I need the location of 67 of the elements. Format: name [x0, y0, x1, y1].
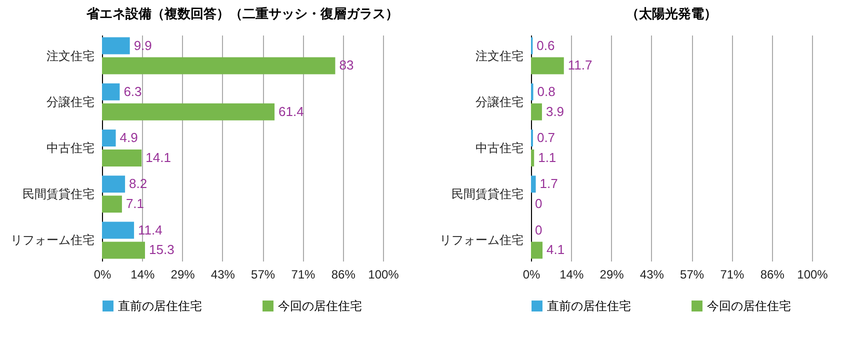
data-label: 83 [339, 58, 354, 73]
data-label: 4.9 [120, 130, 138, 146]
x-tick-label: 0% [94, 268, 112, 282]
legend-label: 今回の居住住宅 [278, 299, 362, 313]
data-label: 1.7 [540, 176, 558, 192]
bar [102, 83, 120, 100]
data-label: 11.7 [568, 58, 592, 73]
bar [102, 176, 126, 193]
legend-label: 直前の居住住宅 [547, 299, 631, 313]
x-tick-label: 100% [368, 268, 400, 282]
x-tick-label: 57% [251, 268, 276, 282]
data-label: 7.1 [126, 196, 144, 212]
data-label: 6.3 [124, 84, 142, 99]
x-tick-label: 14% [130, 268, 155, 282]
y-tick-label: リフォーム住宅 [440, 233, 524, 248]
bar [531, 149, 534, 166]
bar [102, 103, 275, 120]
data-label: 1.1 [538, 150, 556, 165]
x-tick-label: 29% [170, 268, 196, 282]
bar [102, 196, 122, 213]
x-tick-label: 29% [600, 268, 624, 282]
y-tick-label: 中古住宅 [46, 141, 94, 155]
bar [531, 57, 564, 74]
x-tick-label: 71% [291, 268, 316, 282]
bar [102, 149, 142, 166]
data-label: 4.1 [546, 242, 565, 258]
data-label: 0.7 [536, 130, 556, 146]
data-label: 15.3 [148, 242, 174, 258]
data-label: 0 [535, 196, 542, 212]
y-tick-label: 中古住宅 [476, 141, 524, 155]
data-label: 8.2 [129, 176, 148, 192]
x-tick-label: 43% [640, 268, 664, 282]
data-label: 9.9 [134, 38, 152, 53]
y-tick-label: 分譲住宅 [476, 94, 524, 109]
chart-title: 省エネ設備（複数回答）（二重サッシ・復層ガラス） [86, 6, 398, 21]
bar [531, 176, 536, 193]
data-label: 0 [535, 222, 542, 238]
legend-label: 今回の居住住宅 [707, 299, 791, 313]
y-tick-label: 分譲住宅 [46, 94, 94, 109]
bar [531, 103, 542, 120]
data-label: 61.4 [278, 104, 304, 119]
bar [102, 37, 130, 54]
x-tick-label: 0% [522, 268, 540, 282]
x-tick-label: 71% [720, 268, 745, 282]
x-tick-label: 86% [331, 268, 356, 282]
y-tick-label: リフォーム住宅 [10, 233, 94, 248]
data-label: 0.6 [536, 38, 555, 53]
bar [102, 57, 336, 74]
legend-label: 直前の居住住宅 [118, 299, 202, 313]
y-tick-label: 注文住宅 [476, 48, 524, 63]
chart-title: （太陽光発電） [626, 6, 717, 21]
x-tick-label: 100% [797, 268, 828, 282]
x-tick-label: 86% [760, 268, 785, 282]
bar [102, 130, 116, 147]
x-tick-label: 43% [210, 268, 236, 282]
bar [102, 222, 134, 239]
data-label: 11.4 [138, 222, 162, 238]
y-tick-label: 民間賃貸住宅 [452, 187, 524, 202]
bar [102, 242, 145, 259]
data-label: 14.1 [146, 150, 171, 165]
x-tick-label: 57% [680, 268, 704, 282]
data-label: 3.9 [546, 104, 564, 119]
data-label: 0.8 [537, 84, 556, 99]
bar [531, 242, 543, 259]
x-tick-label: 14% [560, 268, 584, 282]
y-tick-label: 民間賃貸住宅 [22, 187, 94, 202]
y-tick-label: 注文住宅 [46, 48, 94, 63]
